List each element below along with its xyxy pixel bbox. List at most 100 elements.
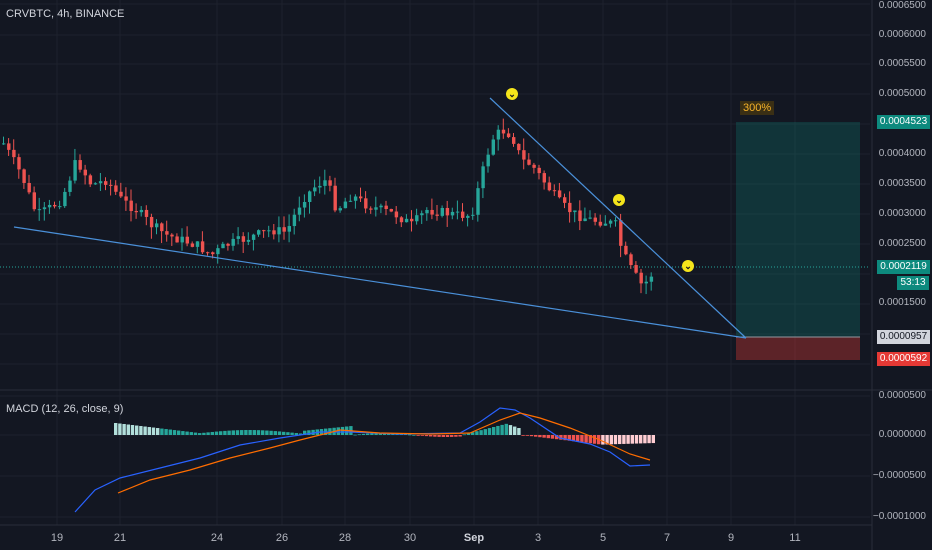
macd-bar bbox=[382, 433, 387, 435]
macd-bar bbox=[639, 435, 643, 444]
candle-body bbox=[527, 159, 531, 165]
macd-bar bbox=[248, 430, 252, 435]
macd-bar bbox=[576, 435, 580, 442]
macd-bar bbox=[156, 428, 160, 435]
candle-body bbox=[226, 243, 230, 246]
candle-body bbox=[17, 157, 21, 170]
macd-line bbox=[74, 407, 651, 513]
candle-body bbox=[297, 207, 302, 215]
candle-body bbox=[598, 221, 603, 226]
macd-bar bbox=[147, 427, 151, 435]
macd-bar bbox=[235, 430, 240, 435]
macd-bar bbox=[567, 435, 571, 441]
candle-body bbox=[139, 209, 144, 213]
macd-indicator-title[interactable]: MACD (12, 26, close, 9) bbox=[6, 403, 124, 415]
macd-bar bbox=[340, 426, 345, 435]
chevron-down-icon[interactable]: ⌄ bbox=[613, 194, 625, 206]
macd-bar bbox=[286, 432, 290, 435]
candle-body bbox=[384, 205, 388, 210]
macd-axis-label: −0.0001000 bbox=[872, 511, 926, 522]
candle-body bbox=[231, 238, 235, 246]
macd-bar bbox=[114, 423, 118, 435]
macd-bar bbox=[177, 430, 181, 435]
candle-body bbox=[496, 129, 501, 140]
macd-bar bbox=[361, 433, 366, 435]
candle-body bbox=[114, 185, 118, 192]
candle-body bbox=[338, 208, 342, 211]
macd-bar bbox=[160, 428, 164, 435]
resistance-trendline[interactable] bbox=[489, 97, 747, 339]
price-label: 0.0004000 bbox=[878, 148, 926, 159]
macd-bar bbox=[294, 433, 298, 435]
macd-bar bbox=[357, 434, 361, 436]
macd-bar bbox=[408, 434, 412, 436]
macd-bar bbox=[559, 435, 563, 440]
target-zone bbox=[736, 122, 860, 337]
macd-bar bbox=[164, 429, 168, 435]
macd-bar bbox=[374, 433, 378, 435]
macd-bar bbox=[130, 425, 135, 435]
macd-bar bbox=[538, 435, 542, 438]
macd-bar bbox=[550, 435, 555, 439]
macd-bar bbox=[618, 435, 622, 445]
candle-body bbox=[124, 196, 128, 201]
candle-body bbox=[53, 204, 57, 207]
macd-bar bbox=[437, 435, 441, 437]
macd-bar bbox=[256, 430, 261, 435]
candle-body bbox=[578, 210, 582, 222]
current-price-badge: 0.0002119 bbox=[877, 260, 930, 274]
candle-body bbox=[308, 191, 312, 202]
macd-bar bbox=[307, 430, 311, 435]
candle-body bbox=[129, 200, 133, 212]
candle-body bbox=[399, 217, 404, 223]
macd-bar bbox=[647, 435, 651, 444]
chevron-down-icon[interactable]: ⌄ bbox=[506, 88, 518, 100]
macd-bar bbox=[244, 430, 248, 435]
macd-bar bbox=[525, 435, 529, 436]
candle-body bbox=[573, 210, 577, 213]
macd-bar bbox=[592, 435, 597, 444]
candle-body bbox=[88, 175, 93, 185]
candle-body bbox=[517, 143, 521, 151]
time-label: Sep bbox=[463, 532, 485, 544]
macd-bar bbox=[450, 435, 454, 437]
macd-bar bbox=[420, 435, 424, 436]
candle-body bbox=[58, 206, 62, 208]
candle-body bbox=[63, 191, 67, 207]
candle-body bbox=[568, 202, 572, 213]
stop-zone bbox=[736, 337, 860, 360]
macd-bar bbox=[181, 431, 185, 435]
macd-bar bbox=[643, 435, 647, 444]
macd-bar bbox=[496, 425, 500, 435]
candle-body bbox=[557, 190, 562, 198]
candle-body bbox=[78, 160, 82, 170]
macd-bar bbox=[126, 424, 130, 435]
candle-body bbox=[313, 187, 317, 192]
macd-bar bbox=[433, 435, 437, 437]
candle-body bbox=[522, 150, 526, 160]
time-label: 5 bbox=[599, 532, 607, 544]
support-trendline[interactable] bbox=[13, 226, 747, 339]
candle-body bbox=[93, 183, 98, 185]
macd-bar bbox=[210, 431, 214, 435]
macd-bar bbox=[441, 435, 445, 437]
target-price-badge: 0.0004523 bbox=[877, 115, 930, 129]
macd-bar bbox=[227, 430, 231, 435]
candle-body bbox=[292, 214, 297, 227]
candle-body bbox=[175, 236, 179, 243]
macd-bar bbox=[571, 435, 576, 442]
macd-bar bbox=[429, 435, 433, 437]
candle-body bbox=[374, 207, 378, 210]
candle-body bbox=[404, 218, 409, 223]
macd-bar bbox=[273, 431, 277, 435]
chevron-down-icon[interactable]: ⌄ bbox=[682, 260, 694, 272]
macd-bar bbox=[269, 430, 273, 435]
candle-body bbox=[272, 230, 276, 235]
candle-body bbox=[200, 241, 205, 253]
candle-body bbox=[221, 243, 225, 249]
candle-body bbox=[583, 218, 587, 222]
candle-body bbox=[27, 182, 31, 193]
candle-body bbox=[624, 245, 628, 255]
entry-price-badge: 0.0000957 bbox=[877, 330, 930, 344]
